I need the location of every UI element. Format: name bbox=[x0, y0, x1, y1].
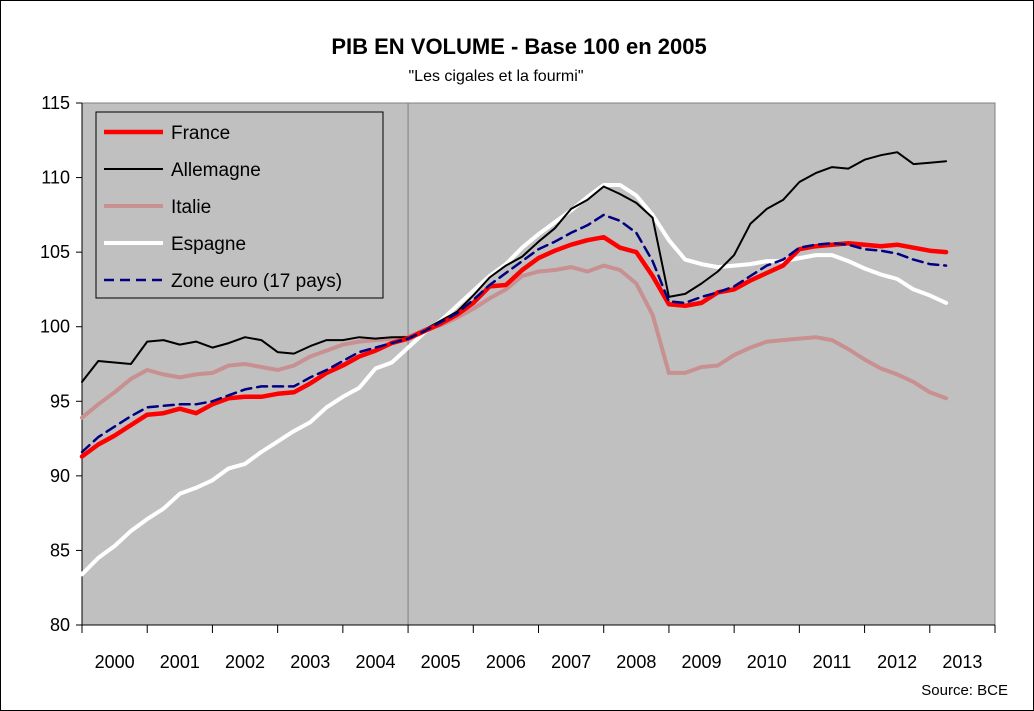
legend-label-italie: Italie bbox=[171, 197, 211, 218]
chart-subtitle: "Les cigales et la fourmi" bbox=[409, 68, 584, 85]
y-tick-label: 100 bbox=[40, 317, 70, 337]
legend: France Allemagne Italie Espagne Zone euro (1… bbox=[95, 111, 384, 299]
legend-label-allemagne: Allemagne bbox=[171, 160, 261, 181]
x-tick-label: 2006 bbox=[486, 652, 526, 672]
legend-label-espagne: Espagne bbox=[171, 234, 246, 255]
legend-label-france: France bbox=[171, 123, 230, 144]
series-line-france bbox=[79, 234, 949, 459]
x-tick-label: 2013 bbox=[942, 652, 982, 672]
x-tick-label: 2007 bbox=[551, 652, 591, 672]
x-tick-label: 2000 bbox=[95, 652, 135, 672]
x-tick-label: 2004 bbox=[355, 652, 395, 672]
series-line-allemagne bbox=[81, 151, 948, 383]
y-tick-label: 85 bbox=[50, 540, 70, 560]
series-layer bbox=[79, 151, 949, 577]
x-tick-label: 2003 bbox=[290, 652, 330, 672]
source-note: Source: BCE bbox=[921, 682, 1008, 699]
x-axis-ticks: 2000 2001 2002 2003 2004 2005 2006 2007 2008 2009… bbox=[81, 625, 996, 672]
series-line-italie bbox=[80, 263, 949, 420]
y-tick-label: 105 bbox=[40, 242, 70, 262]
x-tick-label: 2009 bbox=[682, 652, 722, 672]
x-tick-label: 2002 bbox=[225, 652, 265, 672]
series-line-espagne bbox=[80, 183, 949, 577]
y-tick-label: 80 bbox=[50, 615, 70, 635]
x-tick-label: 2012 bbox=[877, 652, 917, 672]
x-tick-label: 2010 bbox=[747, 652, 787, 672]
y-tick-label: 115 bbox=[41, 93, 70, 113]
series-line-zone-euro bbox=[80, 213, 948, 454]
y-axis-ticks: 80 85 90 95 100 105 110 115 bbox=[40, 93, 82, 635]
x-tick-label: 2008 bbox=[616, 652, 656, 672]
y-tick-label: 110 bbox=[41, 168, 70, 188]
y-tick-label: 90 bbox=[50, 466, 70, 486]
y-tick-label: 95 bbox=[50, 391, 70, 411]
x-tick-label: 2005 bbox=[421, 652, 461, 672]
legend-box bbox=[95, 111, 384, 299]
x-tick-label: 2001 bbox=[160, 652, 200, 672]
legend-label-zone-euro: Zone euro (17 pays) bbox=[171, 271, 342, 292]
x-tick-label: 2011 bbox=[813, 652, 852, 672]
chart-title: PIB EN VOLUME - Base 100 en 2005 bbox=[331, 34, 706, 59]
